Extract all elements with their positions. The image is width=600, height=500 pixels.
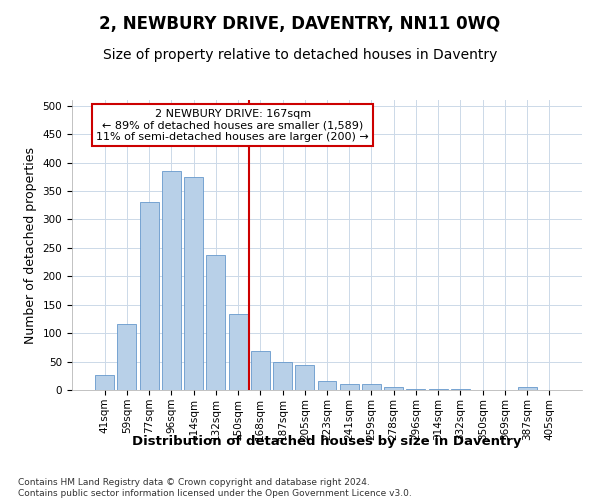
Text: Distribution of detached houses by size in Daventry: Distribution of detached houses by size … (132, 435, 522, 448)
Bar (229, 314, 248, 390)
Bar (95, 374, 114, 390)
Bar (162, 171, 181, 390)
Bar (118, 324, 136, 390)
Text: Contains HM Land Registry data © Crown copyright and database right 2024.
Contai: Contains HM Land Registry data © Crown c… (18, 478, 412, 498)
Y-axis label: Number of detached properties: Number of detached properties (24, 146, 37, 344)
Bar (295, 365, 314, 390)
Bar (518, 387, 536, 390)
Bar (384, 387, 403, 390)
Text: 2 NEWBURY DRIVE: 167sqm
← 89% of detached houses are smaller (1,589)
11% of semi: 2 NEWBURY DRIVE: 167sqm ← 89% of detache… (96, 108, 369, 142)
Bar (184, 177, 203, 390)
Bar (251, 352, 270, 390)
Bar (317, 381, 337, 390)
Text: 2, NEWBURY DRIVE, DAVENTRY, NN11 0WQ: 2, NEWBURY DRIVE, DAVENTRY, NN11 0WQ (100, 15, 500, 33)
Bar (206, 254, 225, 390)
Text: Size of property relative to detached houses in Daventry: Size of property relative to detached ho… (103, 48, 497, 62)
Bar (340, 384, 359, 390)
Bar (362, 384, 381, 390)
Bar (140, 202, 158, 390)
Bar (273, 362, 292, 390)
